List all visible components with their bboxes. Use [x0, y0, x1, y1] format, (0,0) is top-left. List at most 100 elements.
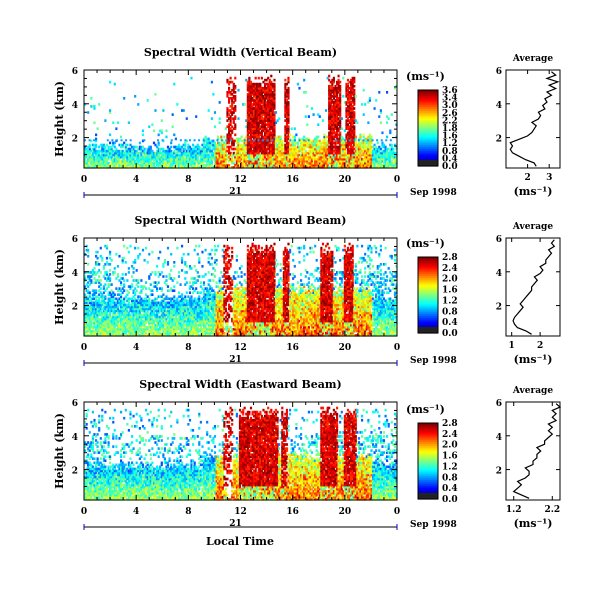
month-label: Sep 1998 [410, 188, 457, 198]
average-y-tick-label: 4 [496, 433, 502, 443]
colorbar-tick-label: 1.2 [442, 462, 458, 472]
average-y-tick-label: 2 [496, 467, 502, 477]
average-line [514, 404, 560, 499]
colorbar-tick-label: 1.6 [442, 452, 458, 462]
y-tick-label: 2 [72, 135, 78, 145]
x-tick-label: 0 [394, 343, 400, 353]
date-axis: 21 Sep 1998 [84, 355, 457, 366]
x-tick-label: 0 [81, 175, 87, 185]
average-profile: Average 2 4 6 1 2 (ms⁻¹) [496, 222, 560, 366]
average-y-tick-label: 6 [496, 67, 502, 77]
date-label: 21 [229, 355, 242, 365]
colorbar-tick-label: 1.6 [442, 286, 458, 296]
average-x-label: (ms⁻¹) [514, 185, 553, 198]
colorbar-tick-label: 0.4 [442, 318, 458, 328]
chart-title: Spectral Width (Eastward Beam) [139, 378, 341, 391]
colorbar-step [418, 493, 438, 499]
chart-panel-3: Spectral Width (Eastward Beam)0 4 8 12 16 20 0… [53, 378, 560, 548]
colorbar-tick-label: 1.2 [442, 296, 458, 306]
y-axis-label: Height (km) [53, 249, 66, 325]
y-axis-label: Height (km) [53, 413, 66, 489]
heatmap-cells [84, 243, 398, 337]
x-axis-label: Local Time [206, 535, 274, 548]
x-tick-label: 12 [234, 507, 247, 517]
figure-canvas: Spectral Width (Vertical Beam)0 4 8 12 16 20 0… [0, 0, 610, 598]
colorbar-tick-label: 0.0 [442, 495, 458, 505]
chart-panel-1: Spectral Width (Vertical Beam)0 4 8 12 16 20 0… [53, 46, 560, 198]
date-label: 21 [229, 519, 242, 529]
colorbar-tick-label: 2.4 [442, 430, 458, 440]
y-tick-label: 4 [72, 433, 78, 443]
x-tick-label: 16 [286, 175, 299, 185]
colorbar-tick-label: 0.8 [442, 307, 458, 317]
chart-title: Spectral Width (Northward Beam) [135, 214, 347, 227]
chart-title: Spectral Width (Vertical Beam) [144, 46, 337, 59]
colorbar-tick-label: 0.0 [442, 162, 458, 172]
y-axis-label: Height (km) [53, 81, 66, 157]
colorbar-unit: (ms⁻¹) [406, 70, 445, 83]
colorbar-unit: (ms⁻¹) [406, 403, 445, 416]
average-y-tick-label: 4 [496, 269, 502, 279]
average-line [510, 72, 558, 167]
date-axis: 21 Sep 1998 [84, 519, 457, 530]
colorbar-tick-label: 2.8 [442, 253, 458, 263]
colorbar-tick-label: 2.8 [442, 419, 458, 429]
y-tick-label: 2 [72, 303, 78, 313]
x-tick-label: 0 [394, 175, 400, 185]
x-tick-label: 16 [286, 343, 299, 353]
x-tick-label: 4 [133, 343, 139, 353]
average-y-tick-label: 6 [496, 235, 502, 245]
colorbar: 2.82.42.01.61.20.80.40.0 (ms⁻¹) [406, 237, 458, 339]
x-tick-label: 8 [185, 343, 191, 353]
average-x-label: (ms⁻¹) [514, 353, 553, 366]
x-tick-label: 4 [133, 175, 139, 185]
x-tick-label: 20 [339, 175, 352, 185]
x-tick-label: 0 [394, 507, 400, 517]
colorbar: 2.82.42.01.61.20.80.40.0 (ms⁻¹) [406, 403, 458, 505]
y-tick-label: 6 [72, 399, 78, 409]
colorbar-tick-label: 2.0 [442, 275, 458, 285]
x-tick-label: 0 [81, 343, 87, 353]
x-tick-label: 4 [133, 507, 139, 517]
average-y-tick-label: 2 [496, 135, 502, 145]
average-x-tick-label: 1 [509, 341, 515, 351]
x-tick-label: 8 [185, 175, 191, 185]
colorbar-unit: (ms⁻¹) [406, 237, 445, 250]
heatmap-cells [84, 75, 398, 169]
y-tick-label: 4 [72, 101, 78, 111]
colorbar-step [418, 160, 438, 166]
heatmap-cells [84, 407, 398, 501]
colorbar-tick-label: 2.4 [442, 264, 458, 274]
colorbar-tick-label: 0.4 [442, 484, 458, 494]
colorbar-step [418, 327, 438, 333]
average-y-tick-label: 2 [496, 303, 502, 313]
date-axis: 21 Sep 1998 [84, 187, 457, 198]
average-y-tick-label: 6 [496, 399, 502, 409]
average-x-tick-label: 3 [546, 173, 552, 183]
month-label: Sep 1998 [410, 520, 457, 530]
colorbar-tick-label: 0.0 [442, 329, 458, 339]
average-x-tick-label: 1.2 [506, 505, 522, 515]
chart-panel-2: Spectral Width (Northward Beam)0 4 8 12 16 20… [53, 214, 560, 366]
y-tick-label: 2 [72, 467, 78, 477]
y-tick-label: 4 [72, 269, 78, 279]
date-label: 21 [229, 187, 242, 197]
average-x-tick-label: 2.2 [544, 505, 560, 515]
average-frame [506, 238, 560, 336]
x-tick-label: 0 [81, 507, 87, 517]
colorbar-tick-label: 0.8 [442, 473, 458, 483]
x-tick-label: 16 [286, 507, 299, 517]
average-y-tick-label: 4 [496, 101, 502, 111]
average-title: Average [512, 222, 553, 232]
x-tick-label: 20 [339, 507, 352, 517]
average-frame [506, 402, 560, 500]
x-tick-label: 8 [185, 507, 191, 517]
x-tick-label: 20 [339, 343, 352, 353]
x-tick-label: 12 [234, 175, 247, 185]
month-label: Sep 1998 [410, 356, 457, 366]
y-tick-label: 6 [72, 235, 78, 245]
colorbar-tick-label: 2.0 [442, 441, 458, 451]
average-x-tick-label: 2 [537, 341, 543, 351]
